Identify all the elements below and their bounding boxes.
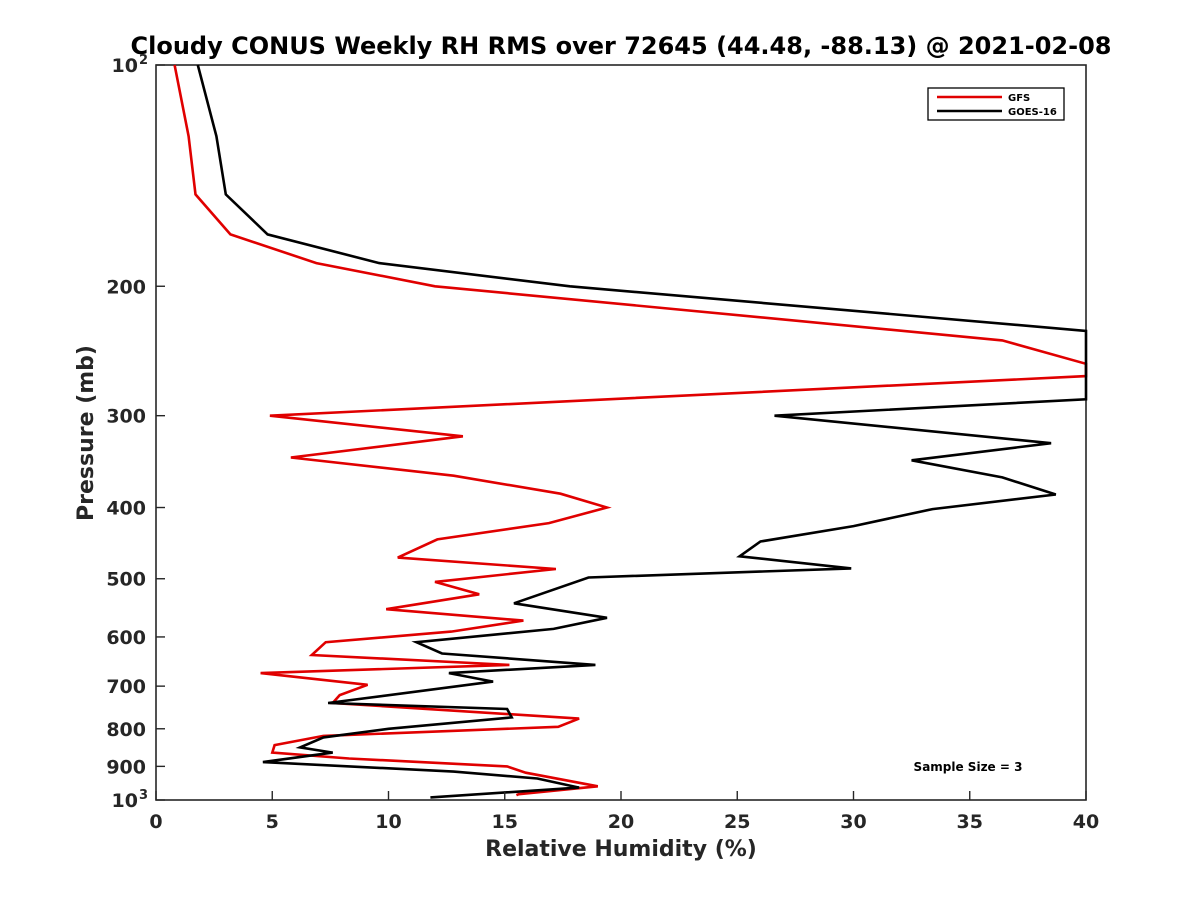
series-group [173, 64, 1088, 799]
series-line-goes-16 [196, 64, 1088, 799]
x-tick-label: 30 [840, 811, 866, 833]
y-tick-label: 200 [106, 276, 146, 298]
x-tick-label: 40 [1073, 811, 1099, 833]
y-tick-label: 10 [112, 790, 138, 812]
y-axis-label: Pressure (mb) [74, 345, 99, 521]
y-tick-label: 400 [106, 498, 146, 520]
y-tick-label: 10 [112, 55, 138, 77]
x-tick-label: 25 [724, 811, 750, 833]
y-tick-label: 300 [106, 406, 146, 428]
x-tick-label: 35 [957, 811, 983, 833]
x-axis-ticks: 0 5 10 15 20 25 30 35 40 [149, 791, 1099, 833]
y-tick-label: 600 [106, 627, 146, 649]
series-line-gfs [173, 64, 1088, 797]
y-tick-label: 700 [106, 676, 146, 698]
x-axis-label: Relative Humidity (%) [485, 837, 757, 862]
x-tick-label: 20 [608, 811, 634, 833]
legend-label-goes-16: GOES-16 [1008, 107, 1057, 118]
y-tick-exponent: 2 [139, 53, 148, 68]
x-tick-label: 15 [492, 811, 518, 833]
legend-box [927, 87, 1065, 121]
legend: GFS GOES-16 [927, 87, 1065, 121]
plot-area: 0 5 10 15 20 25 30 35 40 10 220030040050060070080… [106, 53, 1099, 833]
x-tick-label: 5 [266, 811, 279, 833]
x-tick-label: 10 [375, 811, 401, 833]
y-tick-exponent: 3 [139, 788, 148, 803]
chart-title: Cloudy CONUS Weekly RH RMS over 72645 (4… [131, 32, 1112, 60]
y-tick-label: 900 [106, 756, 146, 778]
legend-label-gfs: GFS [1008, 93, 1030, 104]
y-tick-label: 800 [106, 719, 146, 741]
sample-size-annotation: Sample Size = 3 [914, 760, 1023, 774]
y-tick-label: 500 [106, 569, 146, 591]
x-tick-label: 0 [149, 811, 162, 833]
